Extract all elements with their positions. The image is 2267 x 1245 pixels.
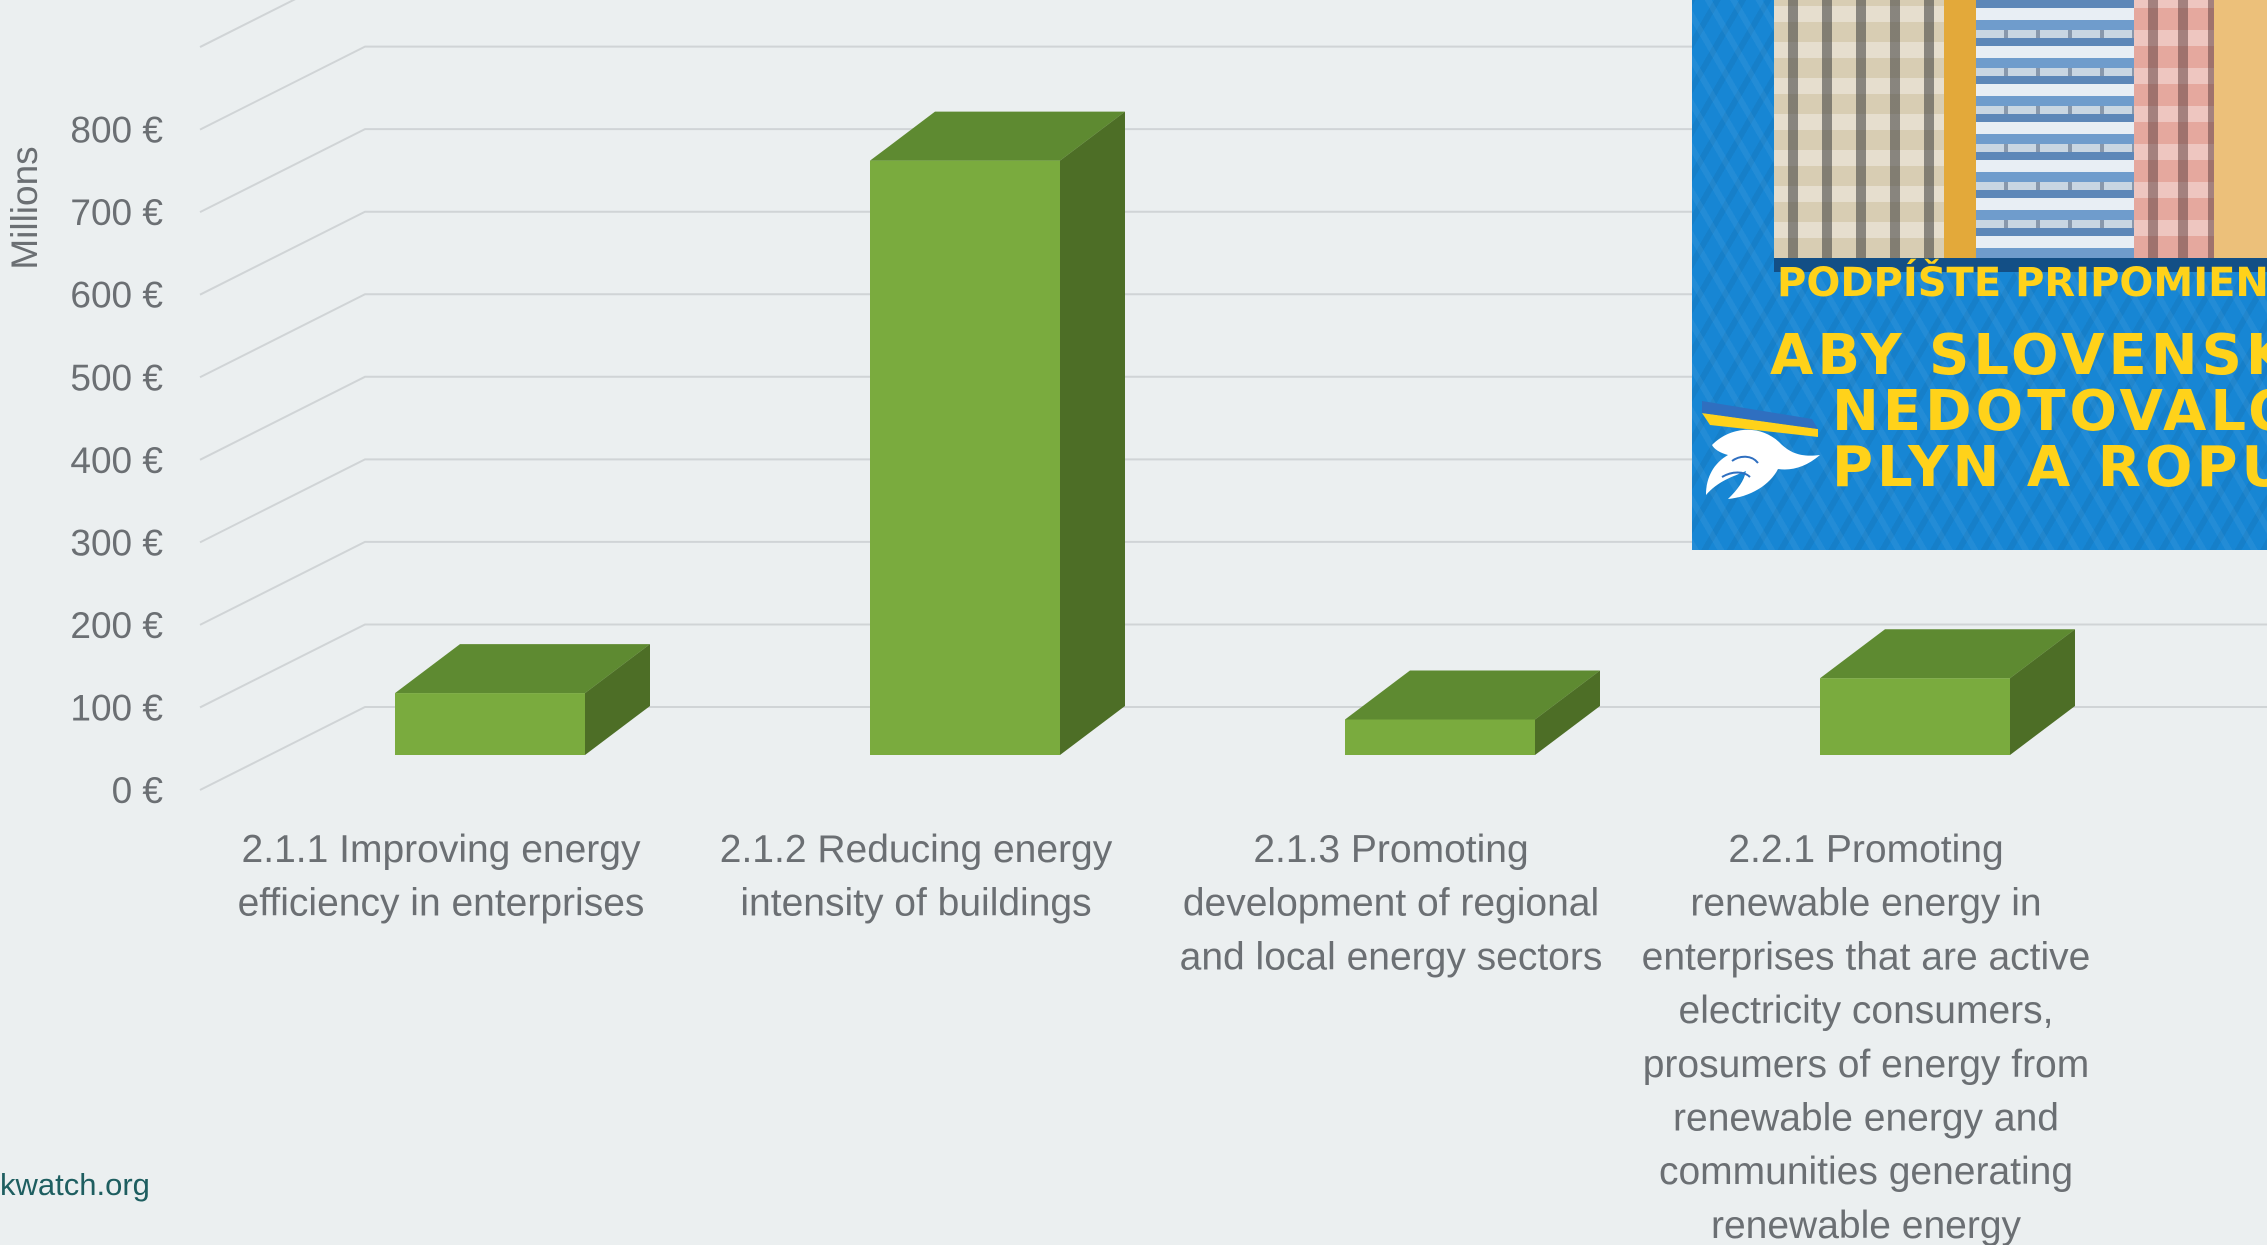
bar-top — [395, 644, 650, 694]
x-category-label-line: enterprises that are active — [1642, 935, 2091, 978]
x-category-label: 2.1.2 Reducing energy intensity of buildi… — [720, 828, 1113, 925]
bar-side — [2010, 629, 2075, 755]
gridline — [199, 623, 2267, 709]
y-tick-label: 400 € — [70, 440, 163, 481]
x-category-label-line: 2.1.2 Reducing energy — [720, 828, 1113, 871]
x-category-label-line: renewable energy in — [1690, 882, 2041, 925]
gridline — [199, 293, 2267, 379]
gridline — [199, 375, 2267, 461]
gridline — [199, 540, 2267, 626]
x-category-label-line: development of regional — [1183, 882, 1599, 925]
bar-top — [1345, 670, 1600, 720]
bar-side — [1060, 111, 1125, 755]
bar-front — [870, 160, 1060, 755]
bar-top — [1820, 629, 2075, 679]
banner-title-line: PLYN A ROPU — [1832, 435, 2267, 500]
bar-side — [1535, 670, 1600, 755]
x-category-label-line: intensity of buildings — [740, 882, 1091, 925]
banner-title-line: NEDOTOVALO — [1832, 379, 2267, 444]
x-category-label-line: electricity consumers, — [1679, 989, 2054, 1032]
bar — [1820, 629, 2075, 755]
y-tick-label: 200 € — [70, 605, 163, 646]
bar-front — [1820, 678, 2010, 755]
y-tick-label: 100 € — [70, 687, 163, 728]
banner-building-image — [1976, 0, 2134, 258]
bar-front — [395, 693, 585, 755]
x-category-label-line: renewable energy — [1711, 1204, 2022, 1245]
banner-divider — [1774, 258, 2267, 272]
banner-title-line: ABY SLOVENSK — [1770, 323, 2267, 388]
y-tick-label: 0 € — [112, 770, 164, 811]
y-tick-label: 300 € — [70, 522, 163, 563]
x-category-label-line: prosumers of energy from — [1643, 1043, 2090, 1086]
x-category-label: 2.1.3 Promoting development of regional an… — [1180, 828, 1603, 978]
gridline — [199, 128, 2267, 214]
banner-building-image — [1944, 0, 1976, 258]
x-category-label-line: 2.1.3 Promoting — [1253, 828, 1528, 871]
y-tick-label: 600 € — [70, 275, 163, 316]
gridlines — [199, 0, 2267, 791]
bars — [395, 111, 2075, 755]
bar-side — [585, 644, 650, 755]
x-category-label: 2.2.1 Promoting renewable energy in enterp… — [1642, 828, 2091, 1245]
x-category-label-line: 2.1.1 Improving energy — [242, 828, 641, 871]
bar-top — [870, 111, 1125, 161]
bar-front — [1345, 719, 1535, 755]
y-tick-label: 500 € — [70, 357, 163, 398]
advert-banner[interactable]: PODPÍŠTE PRIPOMIEN ABY SLOVENSK NEDOTOVA… — [1692, 0, 2267, 550]
bar — [395, 644, 650, 755]
x-category-label-line: 2.2.1 Promoting — [1728, 828, 2003, 871]
y-tick-label: 700 € — [70, 192, 163, 233]
x-category-label-line: renewable energy and — [1673, 1097, 2059, 1140]
gridline — [199, 458, 2267, 544]
gridline — [199, 706, 2267, 791]
x-category-label: 2.1.1 Improving energy efficiency in ente… — [238, 828, 645, 925]
x-category-label-line: efficiency in enterprises — [238, 882, 645, 925]
bar — [870, 111, 1125, 755]
x-category-label-line: and local energy sectors — [1180, 935, 1603, 978]
x-category-label-line: communities generating — [1659, 1150, 2073, 1193]
y-tick-label: 800 € — [70, 110, 163, 151]
bar — [1345, 670, 1600, 755]
gridline — [199, 210, 2267, 296]
y-axis-ticks: 0 € 100 € 200 € 300 € 400 € 500 € 600 € 700 € 80… — [70, 110, 163, 811]
y-axis-label: Millions — [4, 146, 45, 269]
source-credit: kwatch.org — [0, 1167, 150, 1202]
banner-headline: PODPÍŠTE PRIPOMIEN — [1777, 260, 2267, 306]
gridline — [199, 0, 296, 48]
gridline — [199, 45, 2267, 131]
dove-icon — [1702, 401, 1820, 499]
x-axis-categories: 2.1.1 Improving energy efficiency in ente… — [238, 828, 2091, 1245]
banner-building-image — [2214, 0, 2267, 258]
banner-building-image — [1774, 0, 1944, 258]
